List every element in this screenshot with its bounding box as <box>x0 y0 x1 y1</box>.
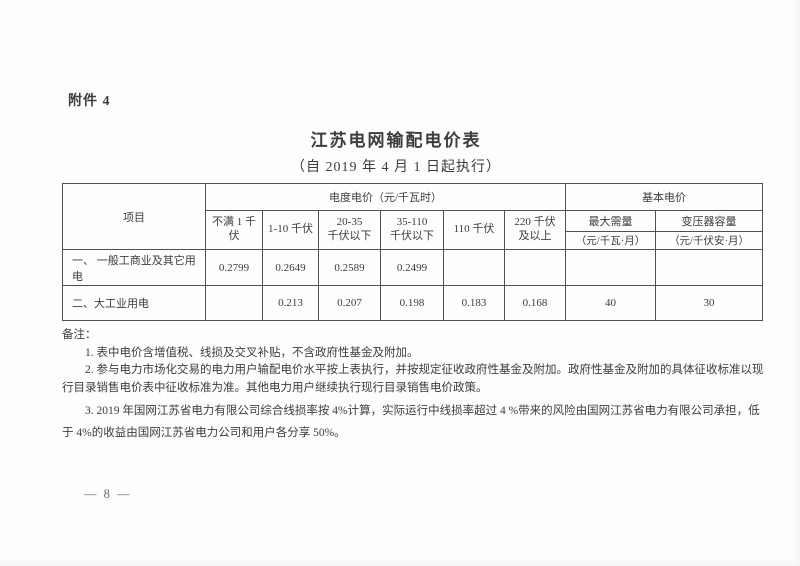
header-cell-1-10kv: 1-10 千伏 <box>262 210 319 250</box>
data-cell: 30 <box>655 285 764 321</box>
data-cell: 0.183 <box>443 285 505 321</box>
data-cell: 0.2589 <box>318 249 381 286</box>
data-cell: 0.2499 <box>380 249 444 286</box>
table-row-general-commercial: 一、 一般工商业及其它用电 0.2799 0.2649 0.2589 0.249… <box>62 249 764 286</box>
table-header-sub-row: 不满 1 千伏 1-10 千伏 20-35 千伏以下 35-110 千伏以下 1… <box>63 210 764 250</box>
data-cell: 0.207 <box>318 285 381 321</box>
attachment-label: 附件 4 <box>68 94 111 109</box>
table-header-group-row: 项目 电度电价（元/千瓦时） 基本电价 <box>62 183 764 250</box>
header-cell-transformer-capacity: 变压器容量 <box>655 210 764 232</box>
header-cell-max-demand: 最大需量 <box>565 210 657 232</box>
header-cell-110kv: 110 千伏 <box>443 210 505 250</box>
data-cell <box>503 249 567 286</box>
data-cell: 0.198 <box>380 285 444 321</box>
header-cell-basic-group: 基本电价 <box>565 183 764 211</box>
document-subtitle: （自 2019 年 4 月 1 日起执行） <box>291 160 501 175</box>
header-cell-energy-group: 电度电价（元/千瓦时） <box>204 183 567 211</box>
note-item-1: 1. 表中电价含增值税、线损及交叉补贴，不含政府性基金及附加。 <box>85 346 419 359</box>
price-table: 项目 电度电价（元/千瓦时） 基本电价 不满 1 千伏 1-10 千伏 20-3… <box>62 183 764 321</box>
document-title: 江苏电网输配电价表 <box>310 131 482 150</box>
notes-header: 备注： <box>62 329 97 341</box>
header-cell-transformer-capacity-unit: （元/千伏安·月） <box>655 231 764 250</box>
data-cell <box>565 249 657 286</box>
notes-section: 备注： 1. 表中电价含增值税、线损及交叉补贴，不含政府性基金及附加。 2. 参… <box>62 327 764 444</box>
data-cell: 0.2799 <box>205 249 263 286</box>
data-cell: 0.213 <box>262 285 319 321</box>
header-cell-220kv-above: 220 千伏 及以上 <box>503 210 567 250</box>
data-cell: 0.2649 <box>262 249 319 286</box>
header-cell-under-1kv: 不满 1 千伏 <box>205 210 263 250</box>
header-cell-20-35kv: 20-35 千伏以下 <box>318 210 381 250</box>
note-item-2: 2. 参与电力市场化交易的电力用户输配电价水平按上表执行，并按规定征收政府性基金… <box>62 364 764 394</box>
data-cell <box>443 249 505 286</box>
table-row-large-industrial: 二、大工业用电 0.213 0.207 0.198 0.183 0.168 40… <box>62 285 764 321</box>
page-number: — 8 — <box>84 487 132 501</box>
row-item-label: 二、大工业用电 <box>62 285 206 321</box>
header-cell-item: 项目 <box>62 183 206 250</box>
data-cell <box>655 249 764 286</box>
data-cell: 40 <box>565 285 657 321</box>
data-cell <box>205 285 263 321</box>
row-item-label: 一、 一般工商业及其它用电 <box>62 249 206 286</box>
data-cell: 0.168 <box>503 285 567 321</box>
header-cell-max-demand-unit: （元/千瓦·月） <box>565 231 657 250</box>
header-cell-35-110kv: 35-110 千伏以下 <box>380 210 444 250</box>
note-item-3: 3. 2019 年国网江苏省电力有限公司综合线损率按 4%计算，实际运行中线损率… <box>62 405 760 439</box>
